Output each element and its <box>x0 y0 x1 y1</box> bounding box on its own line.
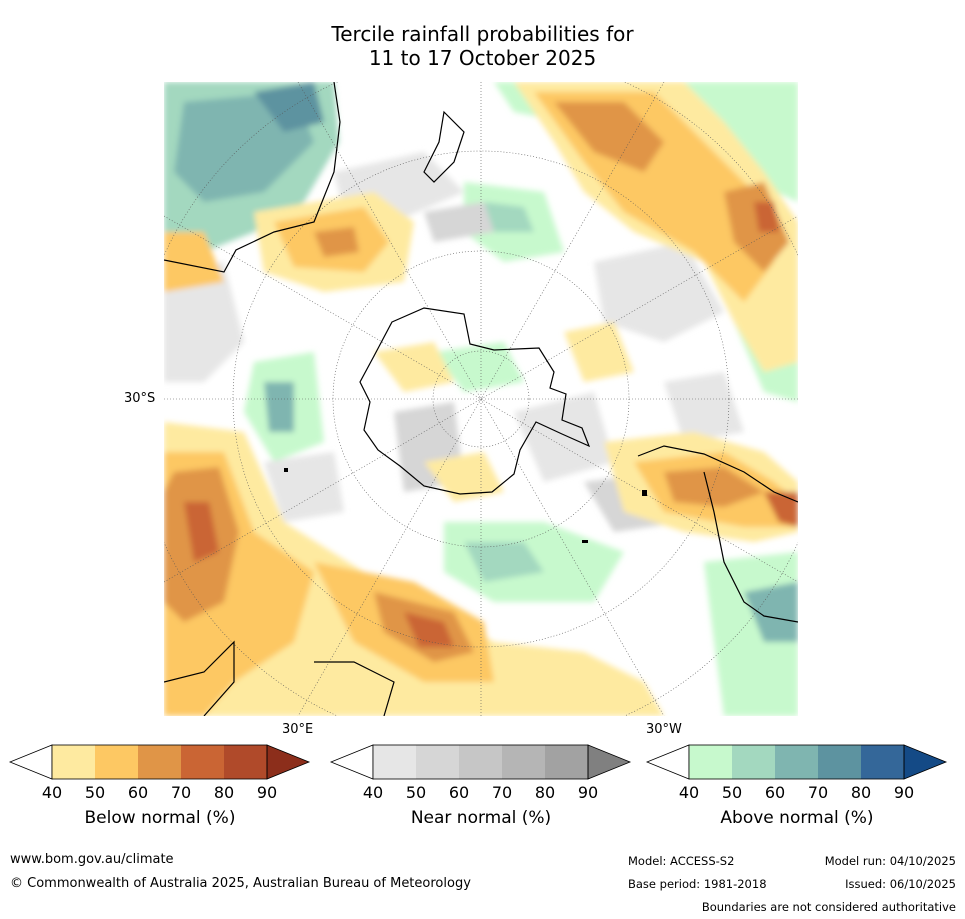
longitude-label-east: 30°E <box>282 722 314 737</box>
colorbar-near-tick-label: 50 <box>405 783 427 802</box>
rainfall-probability-map[interactable] <box>164 82 798 716</box>
colorbar-near-segment <box>416 745 459 779</box>
colorbar-near-segment <box>545 745 588 779</box>
colorbar-below-segment <box>138 745 181 779</box>
colorbar-above-segment <box>861 745 904 779</box>
colorbar-below-tick-label: 80 <box>213 783 235 802</box>
colorbar-near-segment <box>459 745 502 779</box>
coastlines <box>164 82 798 716</box>
colorbar-below-segment <box>95 745 138 779</box>
colorbar-near-tick-label: 60 <box>448 783 470 802</box>
model-name: Model: ACCESS-S2 <box>628 854 735 868</box>
colorbar-above-low-extend <box>645 744 690 780</box>
colorbar-below-segment <box>181 745 224 779</box>
colorbar-above-tick-label: 60 <box>764 783 786 802</box>
issued-date: Issued: 06/10/2025 <box>845 877 956 891</box>
colorbar-below-segment <box>52 745 95 779</box>
colorbar-above-outline <box>688 744 905 780</box>
colorbar-above-svg <box>645 744 948 780</box>
colorbar-below-tick-label: 70 <box>170 783 192 802</box>
colorbar-above-segment <box>818 745 861 779</box>
website-link[interactable]: www.bom.gov.au/climate <box>10 852 174 867</box>
title-line-2: 11 to 17 October 2025 <box>368 46 597 70</box>
model-run-date: Model run: 04/10/2025 <box>824 854 956 868</box>
colorbar-below-normal <box>8 744 311 780</box>
map-canvas <box>164 82 798 716</box>
colorbar-below-tick-label: 60 <box>127 783 149 802</box>
colorbar-above-tick-label: 50 <box>721 783 743 802</box>
copyright-text: © Commonwealth of Australia 2025, Austra… <box>10 876 471 891</box>
colorbar-below-outline <box>51 744 268 780</box>
colorbar-above-segment <box>732 745 775 779</box>
colorbar-near-outline <box>372 744 589 780</box>
colorbar-near-title: Near normal (%) <box>410 808 552 828</box>
colorbar-above-segment <box>689 745 732 779</box>
colorbar-above-tick-label: 70 <box>807 783 829 802</box>
colorbar-below-high-extend <box>266 744 311 780</box>
colorbar-above-high-extend <box>903 744 948 780</box>
colorbar-above-tick-label: 80 <box>850 783 872 802</box>
graticule <box>164 82 798 716</box>
colorbar-near-normal <box>329 744 632 780</box>
colorbar-above-title: Above normal (%) <box>720 808 874 828</box>
colorbar-below-title: Below normal (%) <box>84 808 236 828</box>
colorbar-near-low-extend <box>329 744 374 780</box>
longitude-label-west: 30°W <box>646 722 682 737</box>
colorbar-below-segment <box>224 745 267 779</box>
colorbar-below-tick-label: 90 <box>256 783 278 802</box>
boundaries-disclaimer: Boundaries are not considered authoritat… <box>701 900 956 914</box>
title-line-1: Tercile rainfall probabilities for <box>331 22 634 46</box>
colorbar-below-low-extend <box>8 744 53 780</box>
colorbar-near-tick-label: 40 <box>362 783 384 802</box>
colorbar-near-tick-label: 70 <box>491 783 513 802</box>
colorbar-near-tick-label: 80 <box>534 783 556 802</box>
map-title: Tercile rainfall probabilities for 11 to… <box>0 22 965 70</box>
colorbar-near-svg <box>329 744 632 780</box>
colorbar-near-high-extend <box>587 744 632 780</box>
colorbar-above-tick-label: 40 <box>678 783 700 802</box>
colorbar-near-segment <box>373 745 416 779</box>
colorbar-above-segment <box>775 745 818 779</box>
base-period: Base period: 1981-2018 <box>628 877 767 891</box>
colorbar-above-tick-label: 90 <box>893 783 915 802</box>
probability-fields <box>164 82 798 716</box>
latitude-label: 30°S <box>124 391 156 406</box>
colorbar-near-segment <box>502 745 545 779</box>
islands <box>284 468 647 543</box>
colorbar-below-tick-label: 40 <box>41 783 63 802</box>
colorbar-below-tick-label: 50 <box>84 783 106 802</box>
colorbar-above-normal <box>645 744 948 780</box>
colorbar-below-svg <box>8 744 311 780</box>
colorbar-near-tick-label: 90 <box>577 783 599 802</box>
